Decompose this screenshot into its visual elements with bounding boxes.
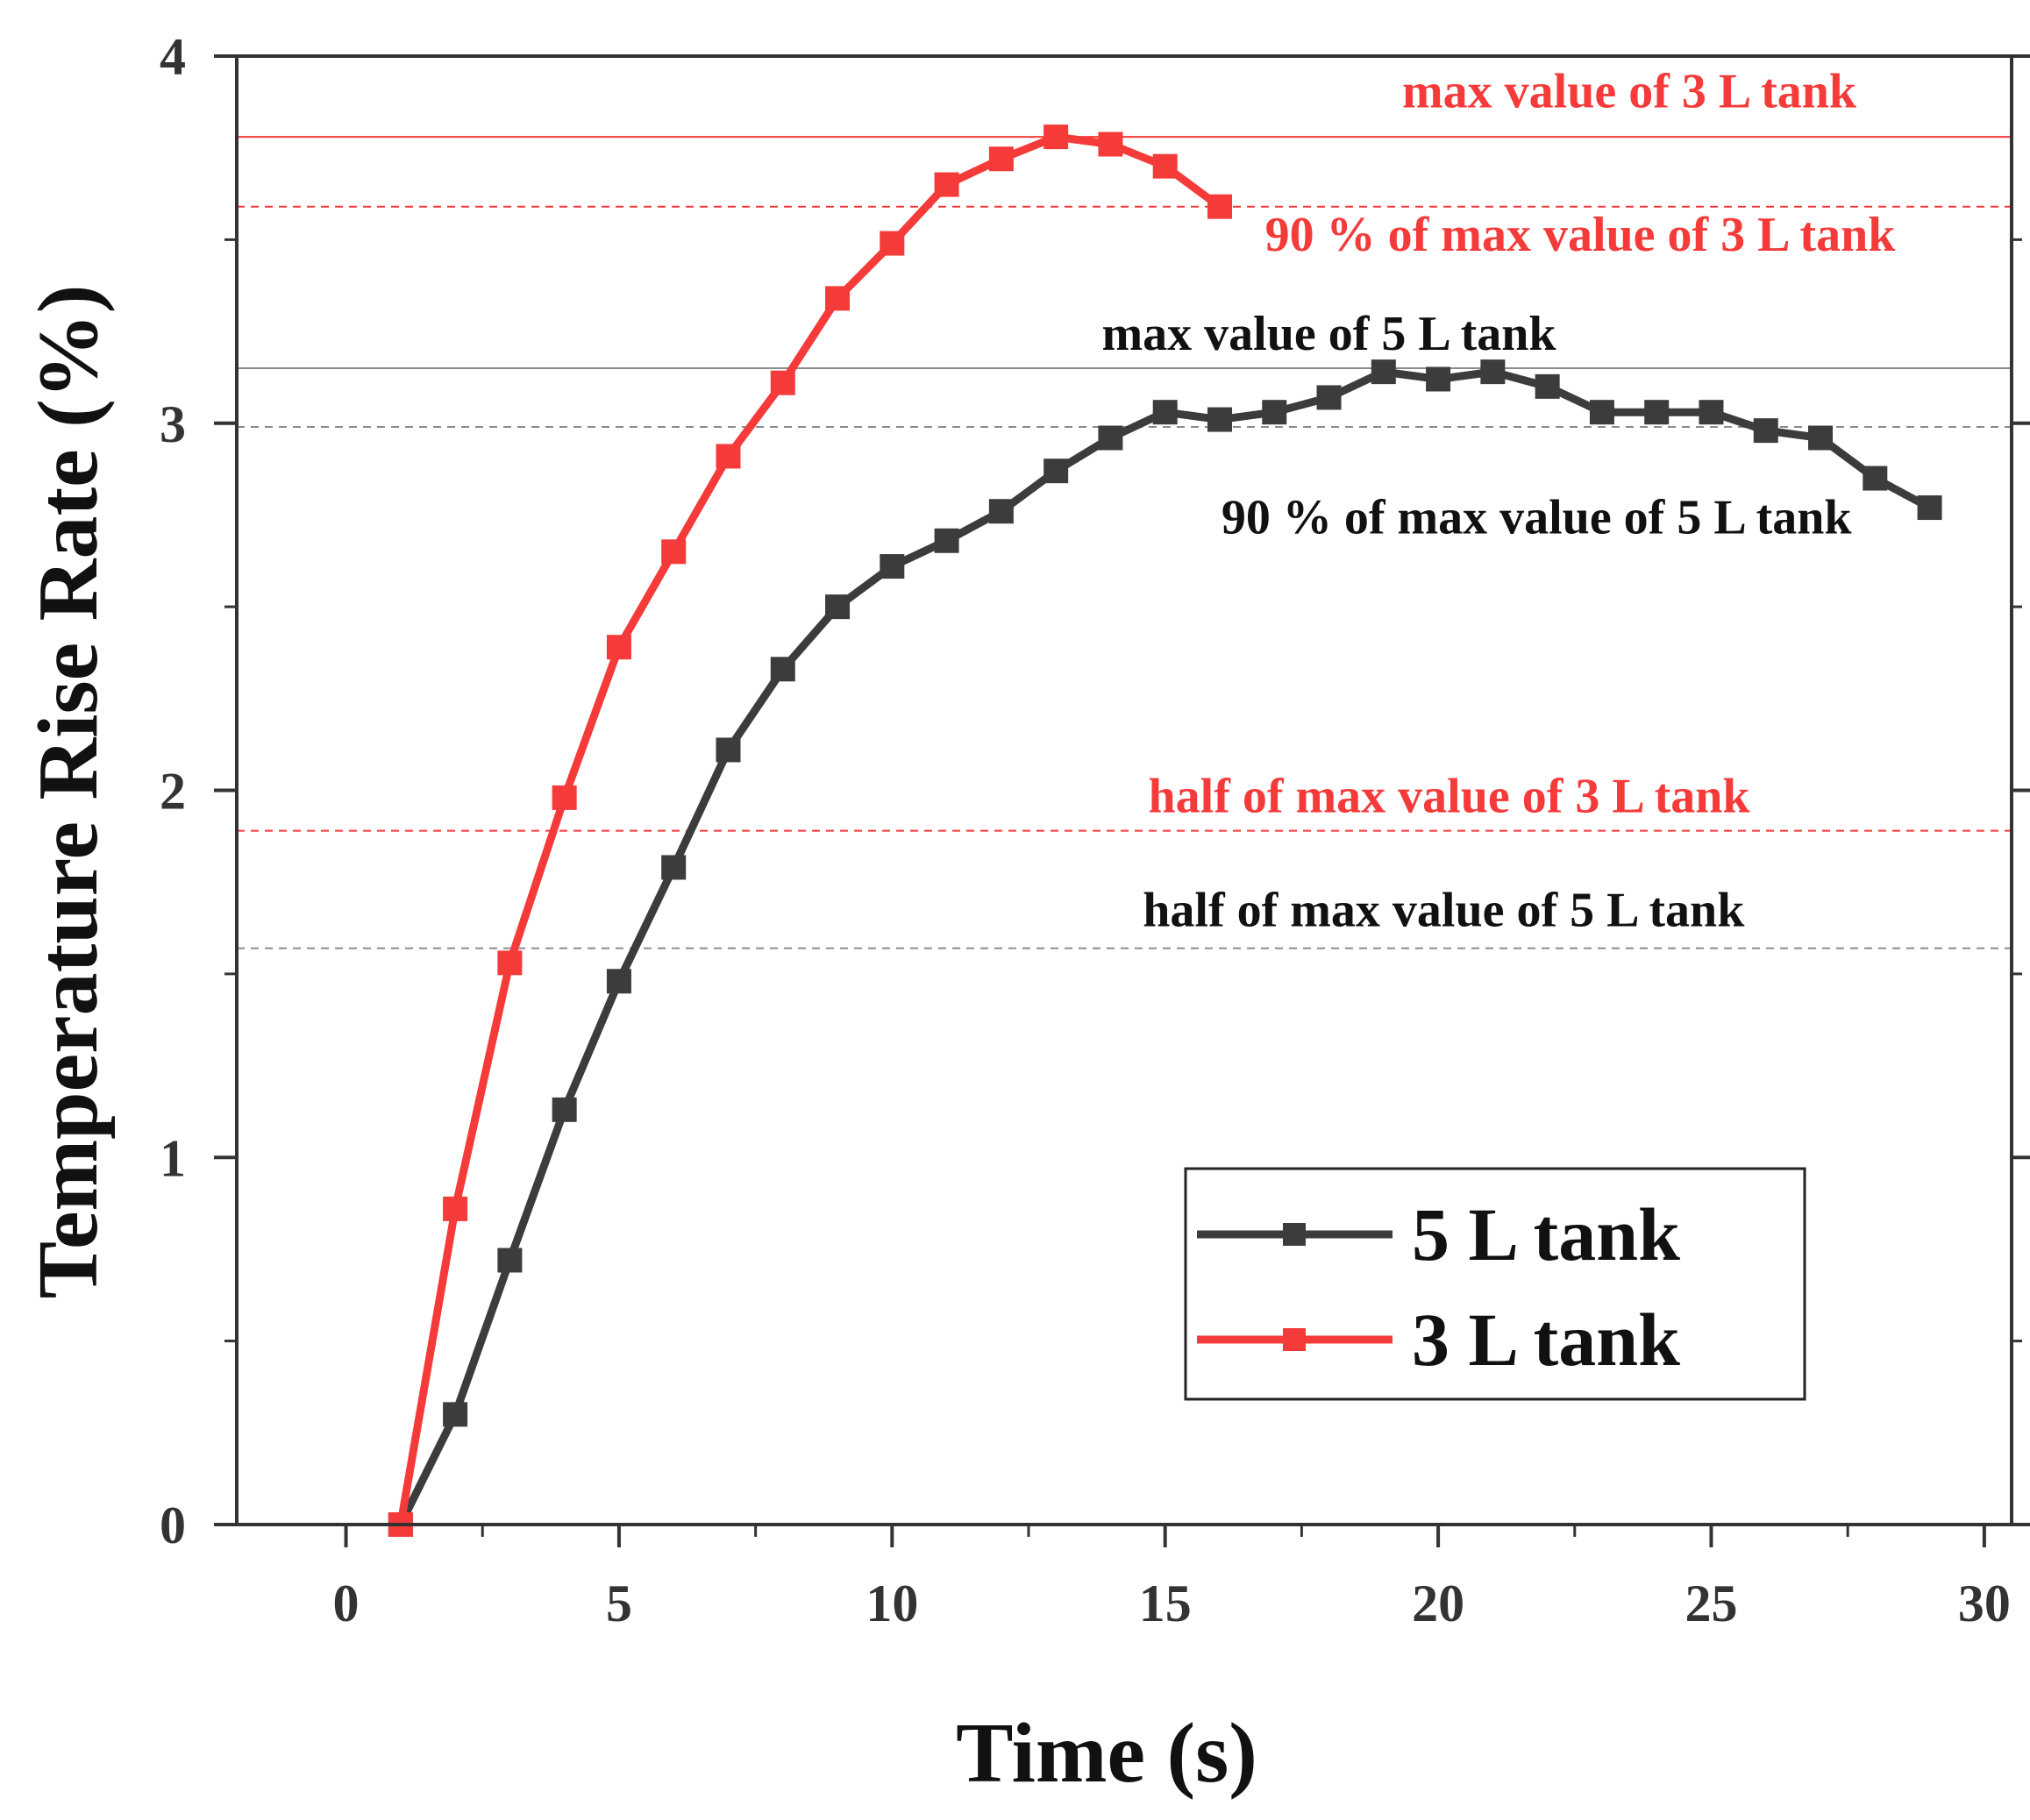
annotations: max value of 3 L tank 90 % of max value o… bbox=[1102, 65, 1897, 938]
data-point-3l bbox=[1207, 194, 1232, 219]
series-line-3l bbox=[396, 132, 1224, 1529]
data-point-3l bbox=[497, 950, 523, 976]
x-tick-label: 20 bbox=[1412, 1575, 1464, 1632]
annotation-half-of-max-value-of-5-l-tank: half of max value of 5 L tank bbox=[1143, 883, 1745, 937]
data-point-5l bbox=[1535, 373, 1560, 399]
data-point-5l bbox=[1207, 407, 1232, 432]
x-tick-label: 10 bbox=[865, 1575, 918, 1632]
data-point-5l bbox=[1808, 425, 1834, 451]
data-point-5l bbox=[1426, 366, 1451, 392]
annotation-half-of-max-value-of-3-l-tank: half of max value of 3 L tank bbox=[1149, 770, 1751, 824]
data-point-5l bbox=[880, 554, 905, 579]
data-point-5l bbox=[1152, 400, 1178, 425]
data-point-3l bbox=[988, 146, 1014, 172]
annotation-90-of-max-value-of-3-l-tank: 90 % of max value of 3 L tank bbox=[1265, 208, 1897, 262]
data-point-5l bbox=[443, 1402, 468, 1427]
data-point-3l bbox=[606, 635, 631, 660]
annotation-max-value-of-5-l-tank: max value of 5 L tank bbox=[1102, 307, 1557, 361]
annotation-90-of-max-value-of-5-l-tank: 90 % of max value of 5 L tank bbox=[1222, 490, 1853, 544]
data-point-5l bbox=[1043, 459, 1069, 484]
legend-label-5l: 5 L tank bbox=[1412, 1192, 1680, 1276]
data-point-5l bbox=[1262, 400, 1287, 425]
legend-marker-3l bbox=[1283, 1328, 1306, 1351]
data-point-5l bbox=[716, 737, 741, 763]
data-point-5l bbox=[1917, 495, 1942, 521]
data-point-5l bbox=[934, 528, 959, 553]
data-point-3l bbox=[825, 286, 851, 311]
data-point-5l bbox=[661, 855, 687, 880]
annotation-max-value-of-3-l-tank: max value of 3 L tank bbox=[1402, 65, 1857, 119]
y-axis-label: Temperature Rise Rate (%) bbox=[21, 285, 116, 1299]
data-point-5l bbox=[1644, 400, 1670, 425]
series-layer bbox=[388, 124, 1942, 1537]
data-point-3l bbox=[770, 370, 795, 395]
x-tick-label: 30 bbox=[1958, 1575, 2011, 1632]
data-point-3l bbox=[443, 1196, 468, 1221]
data-point-5l bbox=[1753, 418, 1778, 444]
data-point-5l bbox=[1863, 466, 1888, 491]
data-point-5l bbox=[552, 1097, 577, 1122]
data-point-3l bbox=[716, 444, 741, 469]
data-point-5l bbox=[770, 657, 795, 682]
data-point-3l bbox=[1043, 124, 1069, 150]
data-point-5l bbox=[1589, 400, 1614, 425]
data-point-5l bbox=[1480, 359, 1506, 385]
y-tick-label: 4 bbox=[160, 28, 186, 86]
data-point-3l bbox=[880, 231, 905, 256]
y-tick-label: 3 bbox=[160, 395, 186, 453]
data-point-5l bbox=[988, 499, 1014, 524]
data-point-3l bbox=[552, 785, 577, 810]
y-tick-label: 0 bbox=[160, 1497, 186, 1554]
x-tick-label: 15 bbox=[1139, 1575, 1192, 1632]
data-point-5l bbox=[606, 969, 631, 994]
legend-label-3l: 3 L tank bbox=[1412, 1297, 1680, 1382]
axes-layer: 0 5 10 15 20 25 30 0 1 2 3 4 bbox=[160, 28, 2030, 1632]
data-point-3l bbox=[1152, 153, 1178, 179]
data-point-5l bbox=[1371, 359, 1396, 385]
y-tick-label: 1 bbox=[160, 1129, 186, 1187]
reference-lines bbox=[237, 136, 2012, 949]
data-point-5l bbox=[1098, 425, 1123, 451]
data-point-3l bbox=[934, 172, 959, 197]
x-axis-label: Time (s) bbox=[956, 1706, 1257, 1801]
data-point-3l bbox=[661, 539, 687, 565]
data-point-5l bbox=[497, 1248, 523, 1273]
data-point-5l bbox=[1699, 400, 1724, 425]
y-tick-label: 2 bbox=[160, 763, 186, 821]
data-point-3l bbox=[1098, 132, 1123, 157]
data-point-5l bbox=[825, 594, 851, 620]
legend-box bbox=[1184, 1167, 1806, 1401]
legend: 5 L tank 3 L tank bbox=[1184, 1167, 1806, 1401]
legend-marker-5l bbox=[1283, 1223, 1306, 1246]
x-tick-label: 5 bbox=[606, 1575, 632, 1632]
data-point-5l bbox=[1316, 385, 1342, 410]
x-tick-label: 25 bbox=[1685, 1575, 1737, 1632]
x-tick-label: 0 bbox=[333, 1575, 360, 1632]
